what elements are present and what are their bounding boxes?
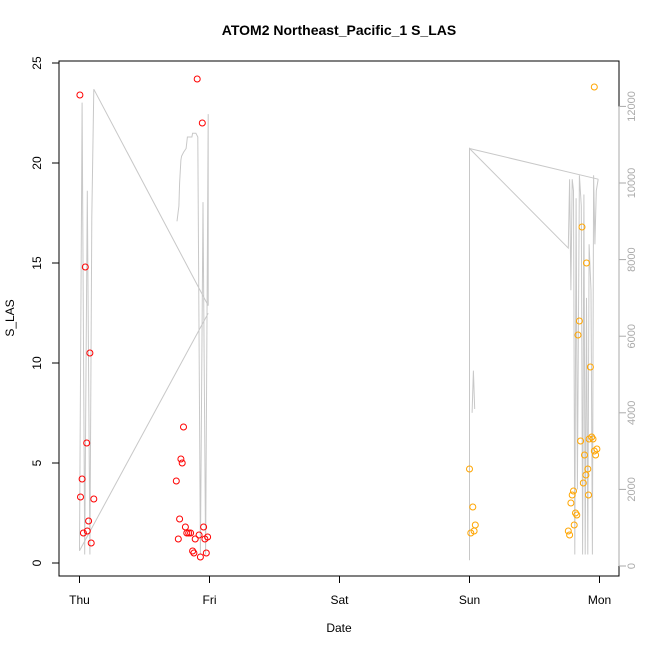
y2-tick-label: 6000 xyxy=(626,324,638,348)
red-point-12 xyxy=(174,535,182,543)
y-tick-label: 15 xyxy=(30,256,44,270)
orange-point-30 xyxy=(590,83,598,91)
orange-point-4 xyxy=(471,521,479,529)
red-point-21 xyxy=(189,547,197,555)
orange-point-25 xyxy=(588,433,596,441)
orange-point-15 xyxy=(577,437,585,445)
orange-point-7 xyxy=(567,499,575,507)
orange-point-19 xyxy=(582,471,590,479)
red-point-26 xyxy=(196,553,204,561)
secondary-line-segment-3 xyxy=(471,370,476,413)
secondary-line-segment-1 xyxy=(469,147,599,561)
red-point-30 xyxy=(202,549,210,557)
red-point-7 xyxy=(85,517,93,525)
red-point-22 xyxy=(190,549,198,557)
orange-point-8 xyxy=(568,491,576,499)
orange-point-28 xyxy=(592,451,600,459)
x-axis-label: Date xyxy=(326,621,352,635)
red-point-20 xyxy=(187,529,195,537)
red-point-17 xyxy=(181,523,189,531)
y2-tick-label: 12000 xyxy=(626,91,638,122)
red-point-9 xyxy=(87,539,95,547)
red-point-3 xyxy=(79,529,87,537)
red-point-6 xyxy=(83,527,91,535)
plot-frame xyxy=(58,60,620,577)
orange-point-18 xyxy=(581,451,588,459)
y-axis: 0 5 10 15 20 25 xyxy=(30,56,60,566)
secondary-line-segment-0 xyxy=(79,88,209,555)
red-point-5 xyxy=(83,439,91,447)
orange-point-12 xyxy=(573,511,581,519)
y2-tick-label: 4000 xyxy=(626,401,638,425)
secondary-line-segment-4 xyxy=(79,312,209,551)
orange-point-13 xyxy=(574,331,582,339)
orange-point-29 xyxy=(593,445,601,453)
orange-point-10 xyxy=(570,521,578,529)
y-tick-label: 10 xyxy=(30,356,44,370)
red-point-31 xyxy=(204,533,212,541)
y-tick-label: 20 xyxy=(30,156,44,170)
red-point-23 xyxy=(191,535,199,543)
red-point-10 xyxy=(90,495,98,503)
x-axis: Thu Fri Sat Sun Mon xyxy=(69,575,611,607)
y-tick-label: 5 xyxy=(30,459,44,466)
red-point-2 xyxy=(78,475,86,483)
orange-point-14 xyxy=(575,317,583,325)
y2-tick-label: 2000 xyxy=(626,477,638,501)
x-tick-label: Sat xyxy=(330,593,349,607)
orange-point-26 xyxy=(589,435,597,443)
y2-tick-label: 8000 xyxy=(626,247,638,271)
orange-point-5 xyxy=(564,527,572,535)
red-point-24 xyxy=(193,75,201,83)
x-tick-label: Sun xyxy=(459,593,480,607)
x-tick-label: Fri xyxy=(203,593,217,607)
y-axis-label: S_LAS xyxy=(3,299,17,336)
orange-point-11 xyxy=(572,509,579,517)
y2-axis: 0 2000 4000 6000 8000 10000 12000 xyxy=(618,91,638,569)
orange-point-16 xyxy=(578,223,586,231)
red-point-19 xyxy=(185,529,193,537)
x-tick-label: Thu xyxy=(69,593,90,607)
orange-point-9 xyxy=(570,487,577,495)
red-point-15 xyxy=(178,459,186,467)
red-point-8 xyxy=(86,349,94,357)
red-point-0 xyxy=(76,91,84,99)
red-point-13 xyxy=(176,515,184,523)
orange-point-0 xyxy=(466,465,473,473)
orange-point-21 xyxy=(584,465,592,473)
orange-point-2 xyxy=(469,503,477,511)
red-point-14 xyxy=(177,455,185,463)
orange-point-6 xyxy=(566,531,574,539)
scatter-points xyxy=(76,75,601,561)
orange-point-24 xyxy=(586,363,594,371)
plot-border xyxy=(58,60,620,577)
red-point-16 xyxy=(180,423,187,431)
secondary-line-segment-2 xyxy=(469,148,599,180)
orange-point-17 xyxy=(579,479,587,487)
red-point-4 xyxy=(81,263,89,271)
y2-tick-label: 0 xyxy=(626,563,638,569)
red-point-25 xyxy=(195,531,203,539)
y-tick-label: 25 xyxy=(30,56,44,70)
secondary-line-series xyxy=(79,88,599,561)
red-point-27 xyxy=(198,119,206,127)
red-point-11 xyxy=(172,477,180,485)
y-tick-label: 0 xyxy=(30,559,44,566)
chart-title: ATOM2 Northeast_Pacific_1 S_LAS xyxy=(222,22,456,38)
red-point-28 xyxy=(200,523,208,531)
orange-point-20 xyxy=(583,259,590,267)
orange-point-22 xyxy=(585,491,592,499)
red-point-18 xyxy=(183,529,191,537)
x-tick-label: Mon xyxy=(588,593,611,607)
y2-tick-label: 10000 xyxy=(626,168,638,199)
red-point-1 xyxy=(77,493,84,501)
